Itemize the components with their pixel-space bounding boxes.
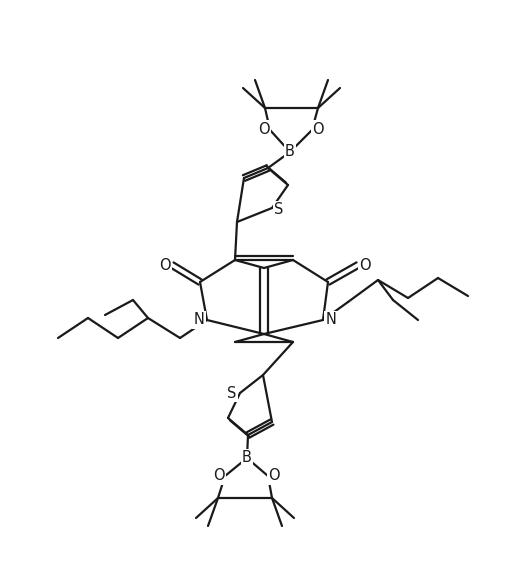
Text: B: B <box>242 451 252 465</box>
Text: N: N <box>193 312 205 328</box>
Text: O: O <box>213 468 225 483</box>
Text: S: S <box>227 386 237 400</box>
Text: O: O <box>268 468 280 483</box>
Text: N: N <box>325 312 337 328</box>
Text: O: O <box>258 121 270 137</box>
Text: B: B <box>285 145 295 159</box>
Text: O: O <box>312 121 324 137</box>
Text: O: O <box>159 257 171 272</box>
Text: S: S <box>275 203 284 217</box>
Text: O: O <box>359 257 371 272</box>
